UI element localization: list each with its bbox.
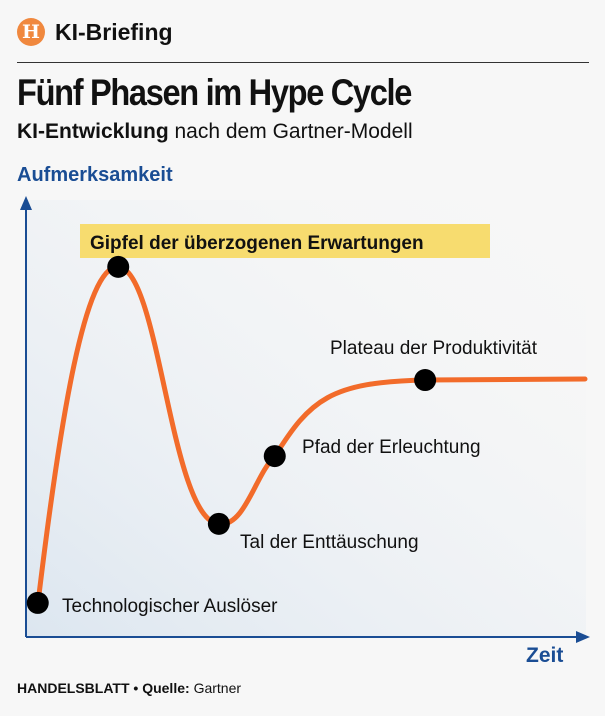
label-peak: Gipfel der überzogenen Erwartungen	[90, 233, 424, 254]
source-label: Quelle:	[142, 680, 190, 696]
label-trigger: Technologischer Auslöser	[62, 596, 278, 617]
subtitle-rest: nach dem Gartner-Modell	[168, 120, 413, 143]
y-axis-label: Aufmerksamkeit	[17, 164, 173, 186]
y-axis-arrow-icon	[20, 196, 32, 210]
brand: H KI-Briefing	[17, 18, 173, 46]
source-brand: HANDELSBLATT	[17, 680, 130, 696]
x-axis-label: Zeit	[526, 644, 564, 667]
bullet: •	[133, 680, 139, 696]
hype-curve	[35, 264, 588, 606]
subtitle: KI-Entwicklung nach dem Gartner-Modell	[17, 120, 413, 144]
footer: HANDELSBLATT • Quelle: Gartner	[17, 680, 241, 696]
subtitle-bold: KI-Entwicklung	[17, 120, 169, 143]
x-axis-arrow-icon	[576, 631, 590, 643]
divider	[17, 62, 589, 63]
label-slope: Pfad der Erleuchtung	[302, 437, 481, 458]
source: Gartner	[193, 680, 242, 696]
brand-name: KI-Briefing	[55, 18, 173, 45]
handelsblatt-logo: H	[17, 18, 45, 46]
phase-point-3	[263, 445, 286, 468]
label-trough: Tal der Enttäuschung	[240, 532, 419, 553]
phase-point-1	[107, 255, 130, 278]
phase-point-2	[207, 512, 230, 535]
phase-point-0	[26, 591, 49, 614]
page-title: Fünf Phasen im Hype Cycle	[17, 72, 412, 113]
label-plateau: Plateau der Produktivität	[330, 338, 538, 359]
peak-highlight	[80, 224, 490, 258]
phase-point-4	[414, 369, 437, 392]
